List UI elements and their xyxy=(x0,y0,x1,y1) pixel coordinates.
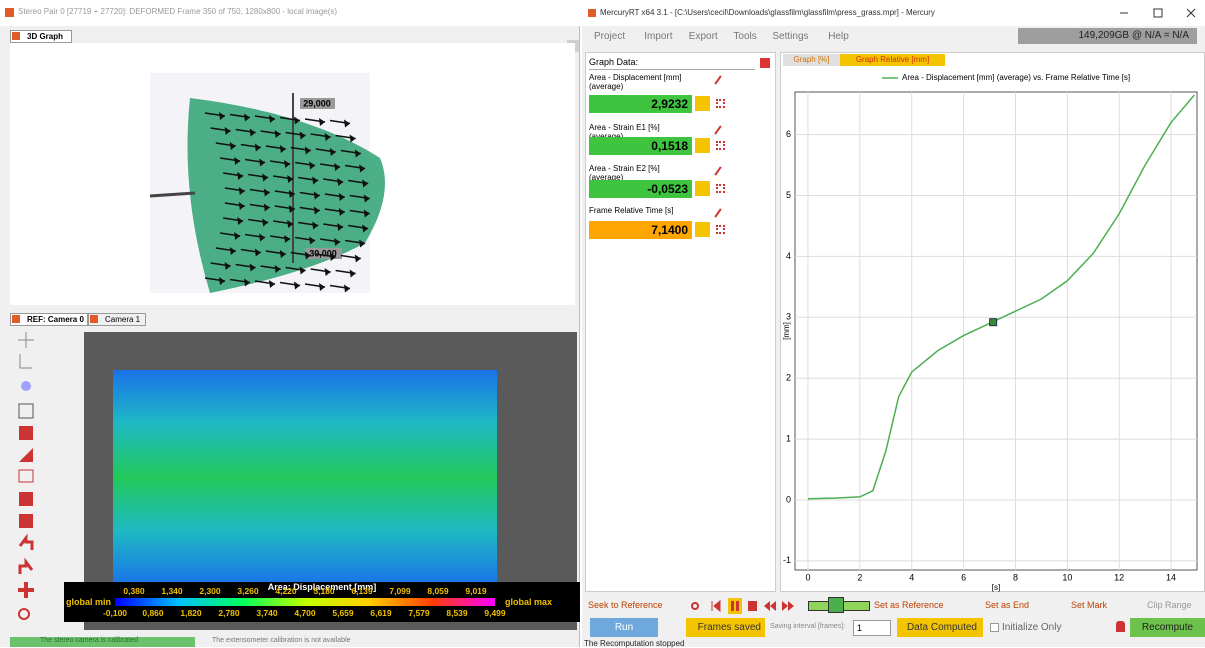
colorbar-label: 8,539 xyxy=(440,608,474,618)
remove-icon[interactable] xyxy=(716,225,725,234)
colorbar-max: global max xyxy=(505,597,552,607)
tab[interactable]: REF: Camera 0 xyxy=(10,313,88,326)
edit-icon[interactable] xyxy=(714,208,721,217)
interval-input[interactable]: 1 xyxy=(853,620,891,636)
edit-icon[interactable] xyxy=(714,75,721,84)
frames-saved-toggle[interactable]: Frames saved xyxy=(686,618,765,637)
colorbar-label: 3,260 xyxy=(231,586,265,596)
menu-item[interactable]: Project xyxy=(594,31,625,42)
item-value: 0,1518 xyxy=(589,137,692,155)
graph-icon[interactable] xyxy=(695,138,710,153)
item-label: Area - Displacement [mm] (average) xyxy=(589,73,684,91)
seek-button[interactable]: Seek to Reference xyxy=(588,600,663,610)
title-bar: MercuryRT x64 3.1 - [C:\Users\cecil\Down… xyxy=(582,0,1205,26)
colorbar-label: 7,579 xyxy=(402,608,436,618)
set-reference-button[interactable]: Set as Reference xyxy=(874,600,944,610)
colorbar-label: 4,700 xyxy=(288,608,322,618)
graph-data-panel: Graph Data: Area - Displacement [mm] (av… xyxy=(585,52,776,592)
data-computed-toggle[interactable]: Data Computed xyxy=(897,618,983,637)
colorbar-min: global min xyxy=(66,597,111,607)
checkbox[interactable] xyxy=(990,623,999,632)
playback-controls[interactable] xyxy=(690,597,800,615)
menu-item[interactable]: Settings xyxy=(772,31,808,42)
menu-item[interactable]: Tools xyxy=(733,31,756,42)
edit-icon[interactable] xyxy=(714,166,721,175)
toolbar xyxy=(10,330,42,630)
remove-icon[interactable] xyxy=(716,99,725,108)
colorbar-label: 5,659 xyxy=(326,608,360,618)
initialize-only-label[interactable]: Initialize Only xyxy=(1002,622,1061,633)
panel-header: Graph Data: xyxy=(589,57,755,70)
saving-interval-label: Saving interval [frames]: xyxy=(770,623,845,630)
colorbar-label: 0,860 xyxy=(136,608,170,618)
item-value: 7,1400 xyxy=(589,221,692,239)
lock-icon[interactable] xyxy=(1116,621,1125,632)
colorbar-label: -0,100 xyxy=(98,608,132,618)
status-ok: The stereo camera is calibrated xyxy=(10,637,195,647)
graph-panel xyxy=(780,52,1205,592)
window-title: MercuryRT x64 3.1 - [C:\Users\cecil\Down… xyxy=(600,8,935,17)
tab-icon xyxy=(90,315,98,323)
toolbar: Seek to Reference Set as Reference Set a… xyxy=(582,595,1205,617)
colorbar xyxy=(115,598,495,606)
slider-handle[interactable] xyxy=(828,597,844,613)
tab[interactable]: Graph Relative [mm] xyxy=(840,54,945,66)
clip-range-button[interactable]: Clip Range xyxy=(1147,600,1192,610)
status-warning: The extensometer calibration is not avai… xyxy=(212,637,351,644)
graph-icon[interactable] xyxy=(695,96,710,111)
title-bar: Stereo Pair 0 [27719 + 27720]: DEFORMED … xyxy=(0,0,580,26)
menu-item[interactable]: Export xyxy=(689,31,718,42)
colorbar-label: 2,780 xyxy=(212,608,246,618)
colorbar-panel: Area: Displacement [mm] global min globa… xyxy=(64,582,580,622)
colorbar-label: 8,059 xyxy=(421,586,455,596)
disk-status: 149,209GB @ N/A = N/A xyxy=(1018,28,1197,44)
tab[interactable]: Graph [%] xyxy=(783,54,840,66)
desktop: Stereo Pair 0 [27719 + 27720]: DEFORMED … xyxy=(0,0,1205,647)
item-label: Frame Relative Time [s] xyxy=(589,206,684,215)
colorbar-label: 4,220 xyxy=(269,586,303,596)
window-controls[interactable] xyxy=(1112,6,1202,20)
colorbar-label: 0,380 xyxy=(117,586,151,596)
left-window: Stereo Pair 0 [27719 + 27720]: DEFORMED … xyxy=(0,0,580,647)
item-value: 2,9232 xyxy=(589,95,692,113)
colorbar-label: 5,180 xyxy=(307,586,341,596)
colorbar-label: 6,139 xyxy=(345,586,379,596)
colorbar-label: 2,300 xyxy=(193,586,227,596)
graph-icon[interactable] xyxy=(695,222,710,237)
edit-icon[interactable] xyxy=(714,125,721,134)
colorbar-label: 7,099 xyxy=(383,586,417,596)
colorbar-label: 9,019 xyxy=(459,586,493,596)
item-value: -0,0523 xyxy=(589,180,692,198)
colorbar-label: 1,340 xyxy=(155,586,189,596)
window-title: Stereo Pair 0 [27719 + 27720]: DEFORMED … xyxy=(18,7,337,16)
colorbar-label: 9,499 xyxy=(478,608,512,618)
right-window: MercuryRT x64 3.1 - [C:\Users\cecil\Down… xyxy=(582,0,1205,647)
tab-icon xyxy=(12,32,20,40)
colorbar-label: 6,619 xyxy=(364,608,398,618)
app-icon xyxy=(5,8,14,17)
menu-item[interactable]: Import xyxy=(644,31,672,42)
graph-icon[interactable] xyxy=(695,181,710,196)
remove-icon[interactable] xyxy=(716,184,725,193)
run-button[interactable]: Run xyxy=(590,618,658,637)
colorbar-label: 1,820 xyxy=(174,608,208,618)
graph-3d: 29,000 30,000 xyxy=(10,43,575,305)
set-mark-button[interactable]: Set Mark xyxy=(1071,600,1107,610)
menu-item[interactable]: Help xyxy=(828,31,849,42)
displacement-overlay xyxy=(113,370,497,585)
colorbar-label: 3,740 xyxy=(250,608,284,618)
tab-icon xyxy=(12,315,20,323)
axis-label: 29,000 xyxy=(303,98,331,108)
remove-icon[interactable] xyxy=(716,141,725,150)
recompute-button[interactable]: Recompute xyxy=(1130,618,1205,637)
panel-icon[interactable] xyxy=(760,58,770,68)
app-icon xyxy=(588,9,596,17)
set-end-button[interactable]: Set as End xyxy=(985,600,1029,610)
